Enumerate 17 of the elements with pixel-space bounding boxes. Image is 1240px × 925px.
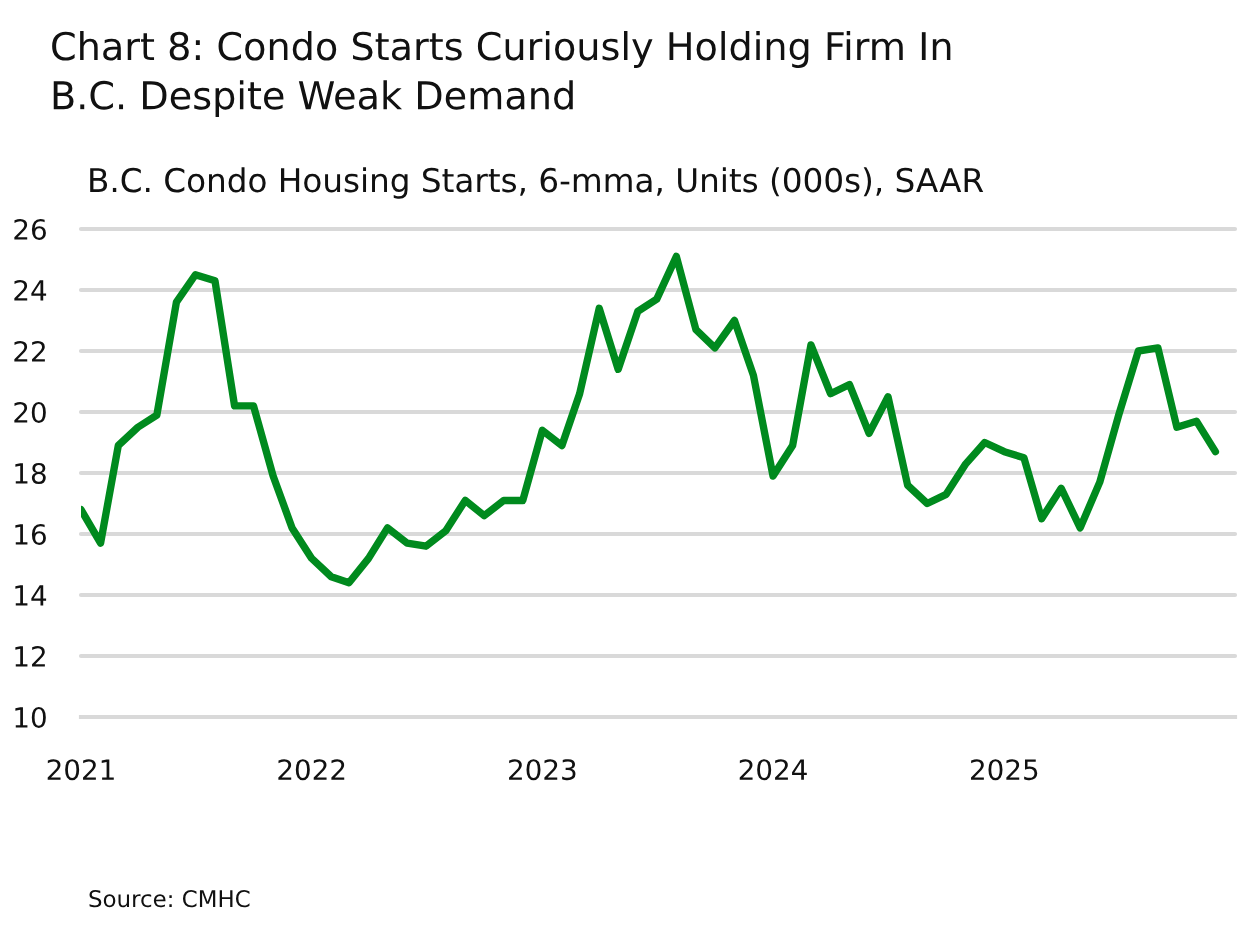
- x-tick-label: 2022: [278, 759, 345, 781]
- y-tick-label: 22: [14, 340, 45, 362]
- x-tick-label: 2023: [509, 759, 576, 781]
- y-tick-label: 12: [15, 645, 45, 667]
- x-tick-label: 2024: [739, 759, 807, 781]
- y-tick-label: 18: [15, 462, 46, 484]
- chart-subtitle: B.C. Condo Housing Starts, 6-mma, Units (000s), SAAR: [90, 167, 984, 199]
- y-tick-label: 14: [15, 585, 47, 606]
- chart-title: Chart 8: Condo Starts Curiously Holding Firm In B.C. Despite Weak Demand: [52, 31, 951, 118]
- y-tick-label: 24: [14, 279, 47, 301]
- y-tick-label: 20: [14, 401, 46, 423]
- y-tick-label: 10: [15, 706, 46, 728]
- x-tick-label: 2025: [971, 759, 1038, 781]
- y-tick-label: 26: [14, 218, 46, 240]
- y-tick-label: 16: [15, 523, 46, 545]
- source-note: Source: CMHC: [89, 889, 250, 908]
- x-tick-label: 2021: [47, 759, 114, 781]
